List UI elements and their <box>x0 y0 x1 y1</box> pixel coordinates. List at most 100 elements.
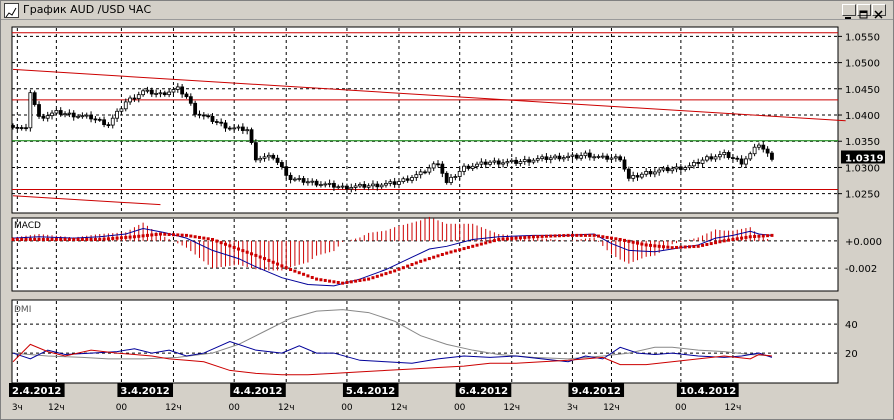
date-label-background <box>455 383 512 397</box>
macd-signal-dot <box>531 235 535 239</box>
candle-body <box>149 89 154 95</box>
hour-tick-label: 12ч <box>165 403 182 413</box>
candle-body <box>570 154 575 157</box>
candle-body <box>297 178 302 180</box>
maximize-button[interactable] <box>857 4 871 19</box>
price-axis-label: 1.0550 <box>845 32 880 43</box>
candle-body <box>319 184 323 186</box>
candle-body <box>540 156 544 159</box>
macd-signal-dot <box>453 249 457 253</box>
macd-signal-dot <box>575 233 579 237</box>
macd-signal-dot <box>544 234 548 238</box>
candle-body <box>384 183 388 186</box>
macd-signal-dot <box>219 241 223 245</box>
macd-signal-dot <box>111 236 115 240</box>
macd-signal-dot <box>306 274 310 278</box>
macd-signal-dot <box>640 242 644 246</box>
candle-body <box>709 156 714 160</box>
macd-signal-dot <box>679 245 683 249</box>
dmi-panel-title: DMI <box>14 305 31 315</box>
date-label-background <box>117 383 174 397</box>
macd-signal-dot <box>137 234 141 238</box>
candle-body <box>735 157 740 160</box>
macd-signal-dot <box>484 241 488 245</box>
macd-signal-dot <box>653 244 657 248</box>
minimize-button[interactable] <box>842 4 856 19</box>
candle-body <box>206 115 211 118</box>
title-bar[interactable]: График AUD /USD ЧАС <box>1 1 893 20</box>
candle-body <box>770 152 774 160</box>
macd-signal-dot <box>180 233 184 237</box>
candle-body <box>449 176 453 183</box>
candle-body <box>436 163 440 166</box>
candle-body <box>310 180 315 183</box>
macd-signal-dot <box>124 235 128 239</box>
macd-signal-dot <box>202 236 206 240</box>
macd-signal-dot <box>310 275 314 279</box>
macd-signal-dot <box>284 266 288 270</box>
date-label: 10.4.2012 <box>680 386 736 397</box>
candle-body <box>453 176 458 178</box>
macd-signal-dot <box>297 271 301 275</box>
candle-body <box>301 178 306 183</box>
macd-signal-dot <box>197 235 201 239</box>
macd-signal-dot <box>132 235 136 239</box>
macd-signal-dot <box>362 278 366 282</box>
candle-body <box>76 115 80 118</box>
candle-body <box>171 89 176 93</box>
candle-body <box>475 163 479 167</box>
candle-body <box>622 159 627 170</box>
candle-body <box>618 156 623 161</box>
macd-signal-dot <box>657 244 661 248</box>
candle-body <box>691 162 696 167</box>
macd-signal-dot <box>276 262 280 266</box>
candle-body <box>731 157 735 159</box>
macd-signal-dot <box>336 280 340 284</box>
candle-body <box>535 158 540 161</box>
macd-signal-dot <box>80 237 84 241</box>
macd-signal-dot <box>323 278 327 282</box>
macd-signal-dot <box>258 255 262 259</box>
candle-body <box>279 162 284 168</box>
hour-tick-label: 00 <box>675 403 687 413</box>
macd-signal-dot <box>714 241 718 245</box>
candle-body <box>726 152 731 158</box>
macd-signal-dot <box>206 237 210 241</box>
macd-signal-dot <box>210 237 214 241</box>
macd-signal-dot <box>271 260 275 264</box>
macd-signal-dot <box>518 236 522 240</box>
candle-body <box>54 110 59 114</box>
macd-signal-dot <box>649 243 653 247</box>
candle-body <box>462 165 466 172</box>
candle-body <box>587 152 592 158</box>
macd-signal-dot <box>189 234 193 238</box>
macd-signal-dot <box>770 233 774 237</box>
macd-axis-label: +0.000 <box>845 237 882 248</box>
candle-body <box>752 146 757 155</box>
close-button[interactable] <box>872 4 886 19</box>
macd-signal-dot <box>293 269 297 273</box>
current-price-label: 1.0319 <box>845 153 884 164</box>
macd-signal-dot <box>59 237 63 241</box>
candle-body <box>214 121 219 123</box>
candle-body <box>527 159 531 163</box>
candle-body <box>175 86 180 90</box>
hour-tick-label: 12ч <box>725 403 742 413</box>
macd-signal-dot <box>540 234 544 238</box>
date-label: 5.4.2012 <box>346 386 395 397</box>
macd-signal-dot <box>341 281 345 285</box>
macd-signal-dot <box>85 237 89 241</box>
macd-signal-dot <box>718 240 722 244</box>
price-axis-label: 1.0300 <box>845 163 880 174</box>
macd-signal-dot <box>423 258 427 262</box>
candle-body <box>687 165 692 169</box>
macd-signal-dot <box>505 237 509 241</box>
candle-body <box>106 124 111 127</box>
candle-body <box>132 97 137 100</box>
macd-signal-dot <box>471 244 475 248</box>
macd-signal-dot <box>553 234 557 238</box>
time-axis: 2.4.2012 3.4.2012 4.4.2012 5.4.2012 6.4.2012… <box>9 383 741 413</box>
candle-body <box>336 186 341 189</box>
candle-body <box>219 121 224 124</box>
candle-body <box>600 155 605 158</box>
